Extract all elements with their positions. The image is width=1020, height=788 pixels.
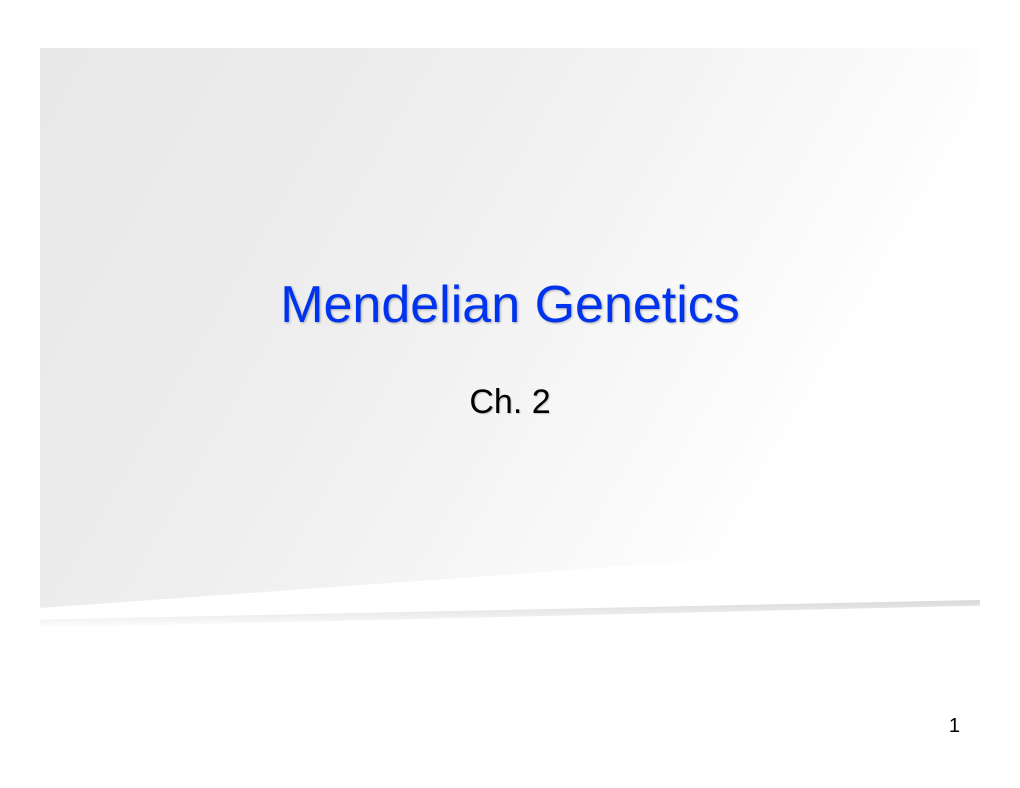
slide-subtitle: Ch. 2 (469, 383, 550, 422)
slide-container: Mendelian Genetics Ch. 2 (40, 48, 980, 638)
page-number: 1 (949, 715, 960, 738)
slide-title: Mendelian Genetics (280, 275, 740, 335)
slide-content: Mendelian Genetics Ch. 2 (40, 48, 980, 608)
